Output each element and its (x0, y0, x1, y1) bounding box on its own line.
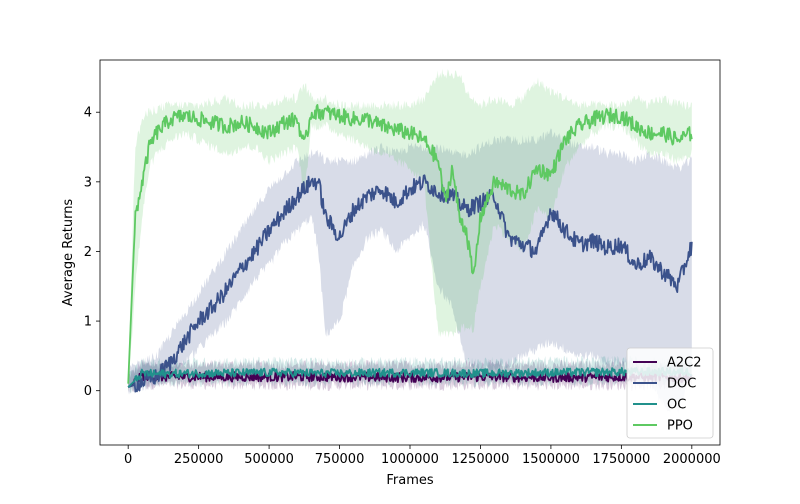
y-tick-label: 1 (84, 315, 92, 330)
band-ppo (128, 68, 692, 392)
x-tick-label: 250000 (174, 452, 224, 467)
x-tick-label: 2000000 (663, 452, 721, 467)
y-axis-label: Average Returns (61, 199, 76, 307)
y-tick-label: 4 (84, 106, 92, 121)
series-line-doc (127, 174, 693, 393)
y-tick-label: 0 (84, 384, 92, 399)
x-tick-label: 1000000 (381, 452, 439, 467)
y-axis-ticks: 0 1 2 3 4 (84, 106, 100, 399)
legend-box (626, 347, 714, 439)
legend-label-oc: OC (667, 398, 686, 413)
legend-label-a2c2: A2C2 (667, 356, 702, 371)
x-tick-label: 750000 (315, 452, 365, 467)
x-tick-label: 500000 (244, 452, 294, 467)
series-line-oc (127, 366, 693, 388)
x-tick-label: 0 (124, 452, 132, 467)
x-axis-label: Frames (386, 473, 434, 488)
x-tick-label: 1500000 (522, 452, 580, 467)
x-tick-label: 1750000 (592, 452, 650, 467)
x-tick-label: 1250000 (452, 452, 510, 467)
legend-label-ppo: PPO (667, 419, 693, 434)
x-axis-ticks: 0 250000 500000 750000 1000000 1250000 1500000… (124, 445, 721, 467)
band-doc (128, 128, 692, 414)
legend-label-doc: DOC (667, 377, 696, 392)
series-lines (127, 104, 693, 393)
legend: A2C2 DOC OC PPO (626, 347, 714, 439)
series-line-ppo (127, 104, 693, 384)
y-tick-label: 3 (84, 175, 92, 190)
y-tick-label: 2 (84, 245, 92, 260)
